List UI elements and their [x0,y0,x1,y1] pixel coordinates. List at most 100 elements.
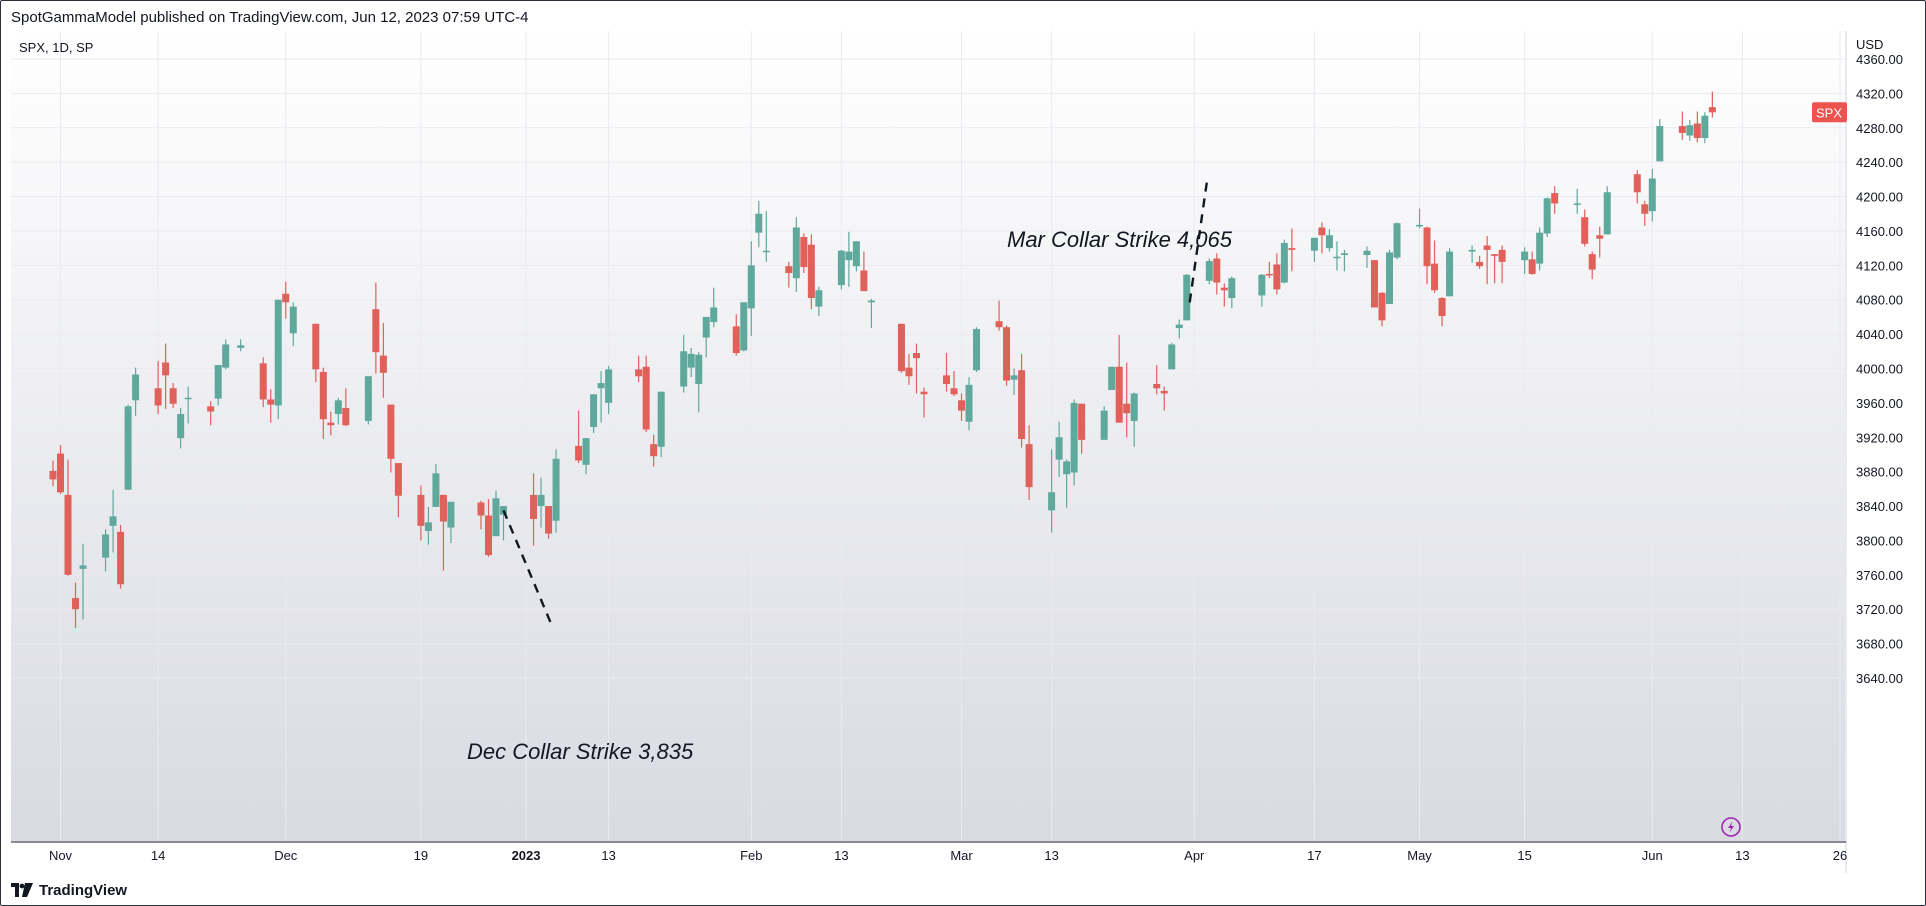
candle [109,489,117,553]
candle-body [860,270,868,292]
candle-body [1070,402,1078,473]
time-tick-label: Nov [49,848,73,863]
candle [1153,365,1161,395]
candle-body [1573,203,1581,205]
candle-body [1446,251,1454,297]
candle-body [1686,125,1694,136]
candle [214,365,222,406]
candle-body [267,399,275,405]
candle [1573,188,1581,214]
candle [965,377,973,431]
candle [1543,197,1551,237]
candle [387,404,395,473]
candle [552,449,560,533]
candle-body [1205,261,1213,281]
candle [184,386,192,424]
mar-collar-strike-pointer [1187,182,1208,309]
candle [117,524,125,589]
candle-body [897,323,905,372]
price-tick-label: 3720.00 [1856,602,1903,617]
candle [1018,353,1026,448]
candle [282,281,290,319]
time-tick-label: 13 [1735,848,1749,863]
candle [1491,254,1499,284]
candle-body [950,388,958,395]
candle-body [154,388,162,406]
candle [732,314,740,356]
candle-body [912,353,920,359]
candle-body [1588,254,1596,270]
candle-body [920,391,928,395]
candle [177,408,185,449]
tradingview-brand[interactable]: TradingView [11,880,127,900]
candle [1340,249,1348,272]
candle-body [439,494,447,522]
candle-body [327,422,335,426]
candle-body [1258,274,1266,296]
time-tick-label: 13 [601,848,615,863]
candle [222,339,230,370]
candle-body [184,397,192,400]
time-tick-label: Feb [740,848,762,863]
candle [642,355,650,433]
candle-body [1521,251,1529,261]
candle [755,200,763,248]
candle-body [1228,278,1236,299]
price-axis-currency: USD [1856,37,1883,52]
flash-icon[interactable] [1721,817,1741,837]
candle [372,282,380,374]
candle-body [1363,250,1371,256]
candle-body [650,444,658,457]
candle-body [1423,227,1431,267]
candle-body [1483,245,1491,250]
candle [1168,342,1176,370]
candle [920,387,928,418]
candle [1438,297,1446,327]
candle-body [762,250,770,253]
candle-body [1370,260,1378,308]
candle-body [1476,261,1484,267]
candle [312,323,320,383]
candle-body [117,531,125,585]
candles [49,91,1716,629]
price-tick-label: 3840.00 [1856,499,1903,514]
candle-body [815,290,823,307]
candle-body [79,565,87,569]
time-tick-label: Apr [1184,848,1205,863]
candle [1318,222,1326,254]
candle-body [958,400,966,411]
candle [1708,91,1716,118]
candle [432,463,440,507]
candle-body [1325,235,1333,249]
candle-body [319,371,327,420]
candle [650,434,658,467]
candlestick-chart[interactable]: Dec Collar Strike 3,835 Mar Collar Strik… [1,31,1925,873]
candle [605,365,613,415]
candle [1160,386,1168,411]
time-tick-label: 13 [834,848,848,863]
candle [379,322,387,398]
candle [1333,241,1341,271]
candle [1641,200,1649,226]
candle [695,352,703,413]
candle [1363,246,1371,268]
candle [1588,251,1596,280]
candle [1273,253,1281,295]
candle-body [852,241,860,267]
candle-body [1528,259,1536,274]
candle [800,233,808,274]
price-axis-ticks[interactable]: 4360.00 4320.00 4280.00 4240.00 4200.00 4160.… [1856,52,1903,686]
candle [785,261,793,288]
symbol-legend[interactable]: SPX, 1D, SP [19,40,93,55]
candle [1228,276,1236,309]
time-tick-label: 2023 [512,848,541,863]
time-tick-label: 15 [1517,848,1531,863]
candle-body [162,362,170,376]
candle [1446,248,1454,297]
time-axis-ticks[interactable]: Nov 14 Dec 19 2023 13 Feb 13 Mar 13 Apr 17 May 15 Jun 1… [49,848,1847,863]
candle-body [424,522,432,531]
candle-body [109,516,117,526]
candle-body [1078,403,1086,440]
candle-body [1010,375,1018,380]
candle [575,410,583,464]
